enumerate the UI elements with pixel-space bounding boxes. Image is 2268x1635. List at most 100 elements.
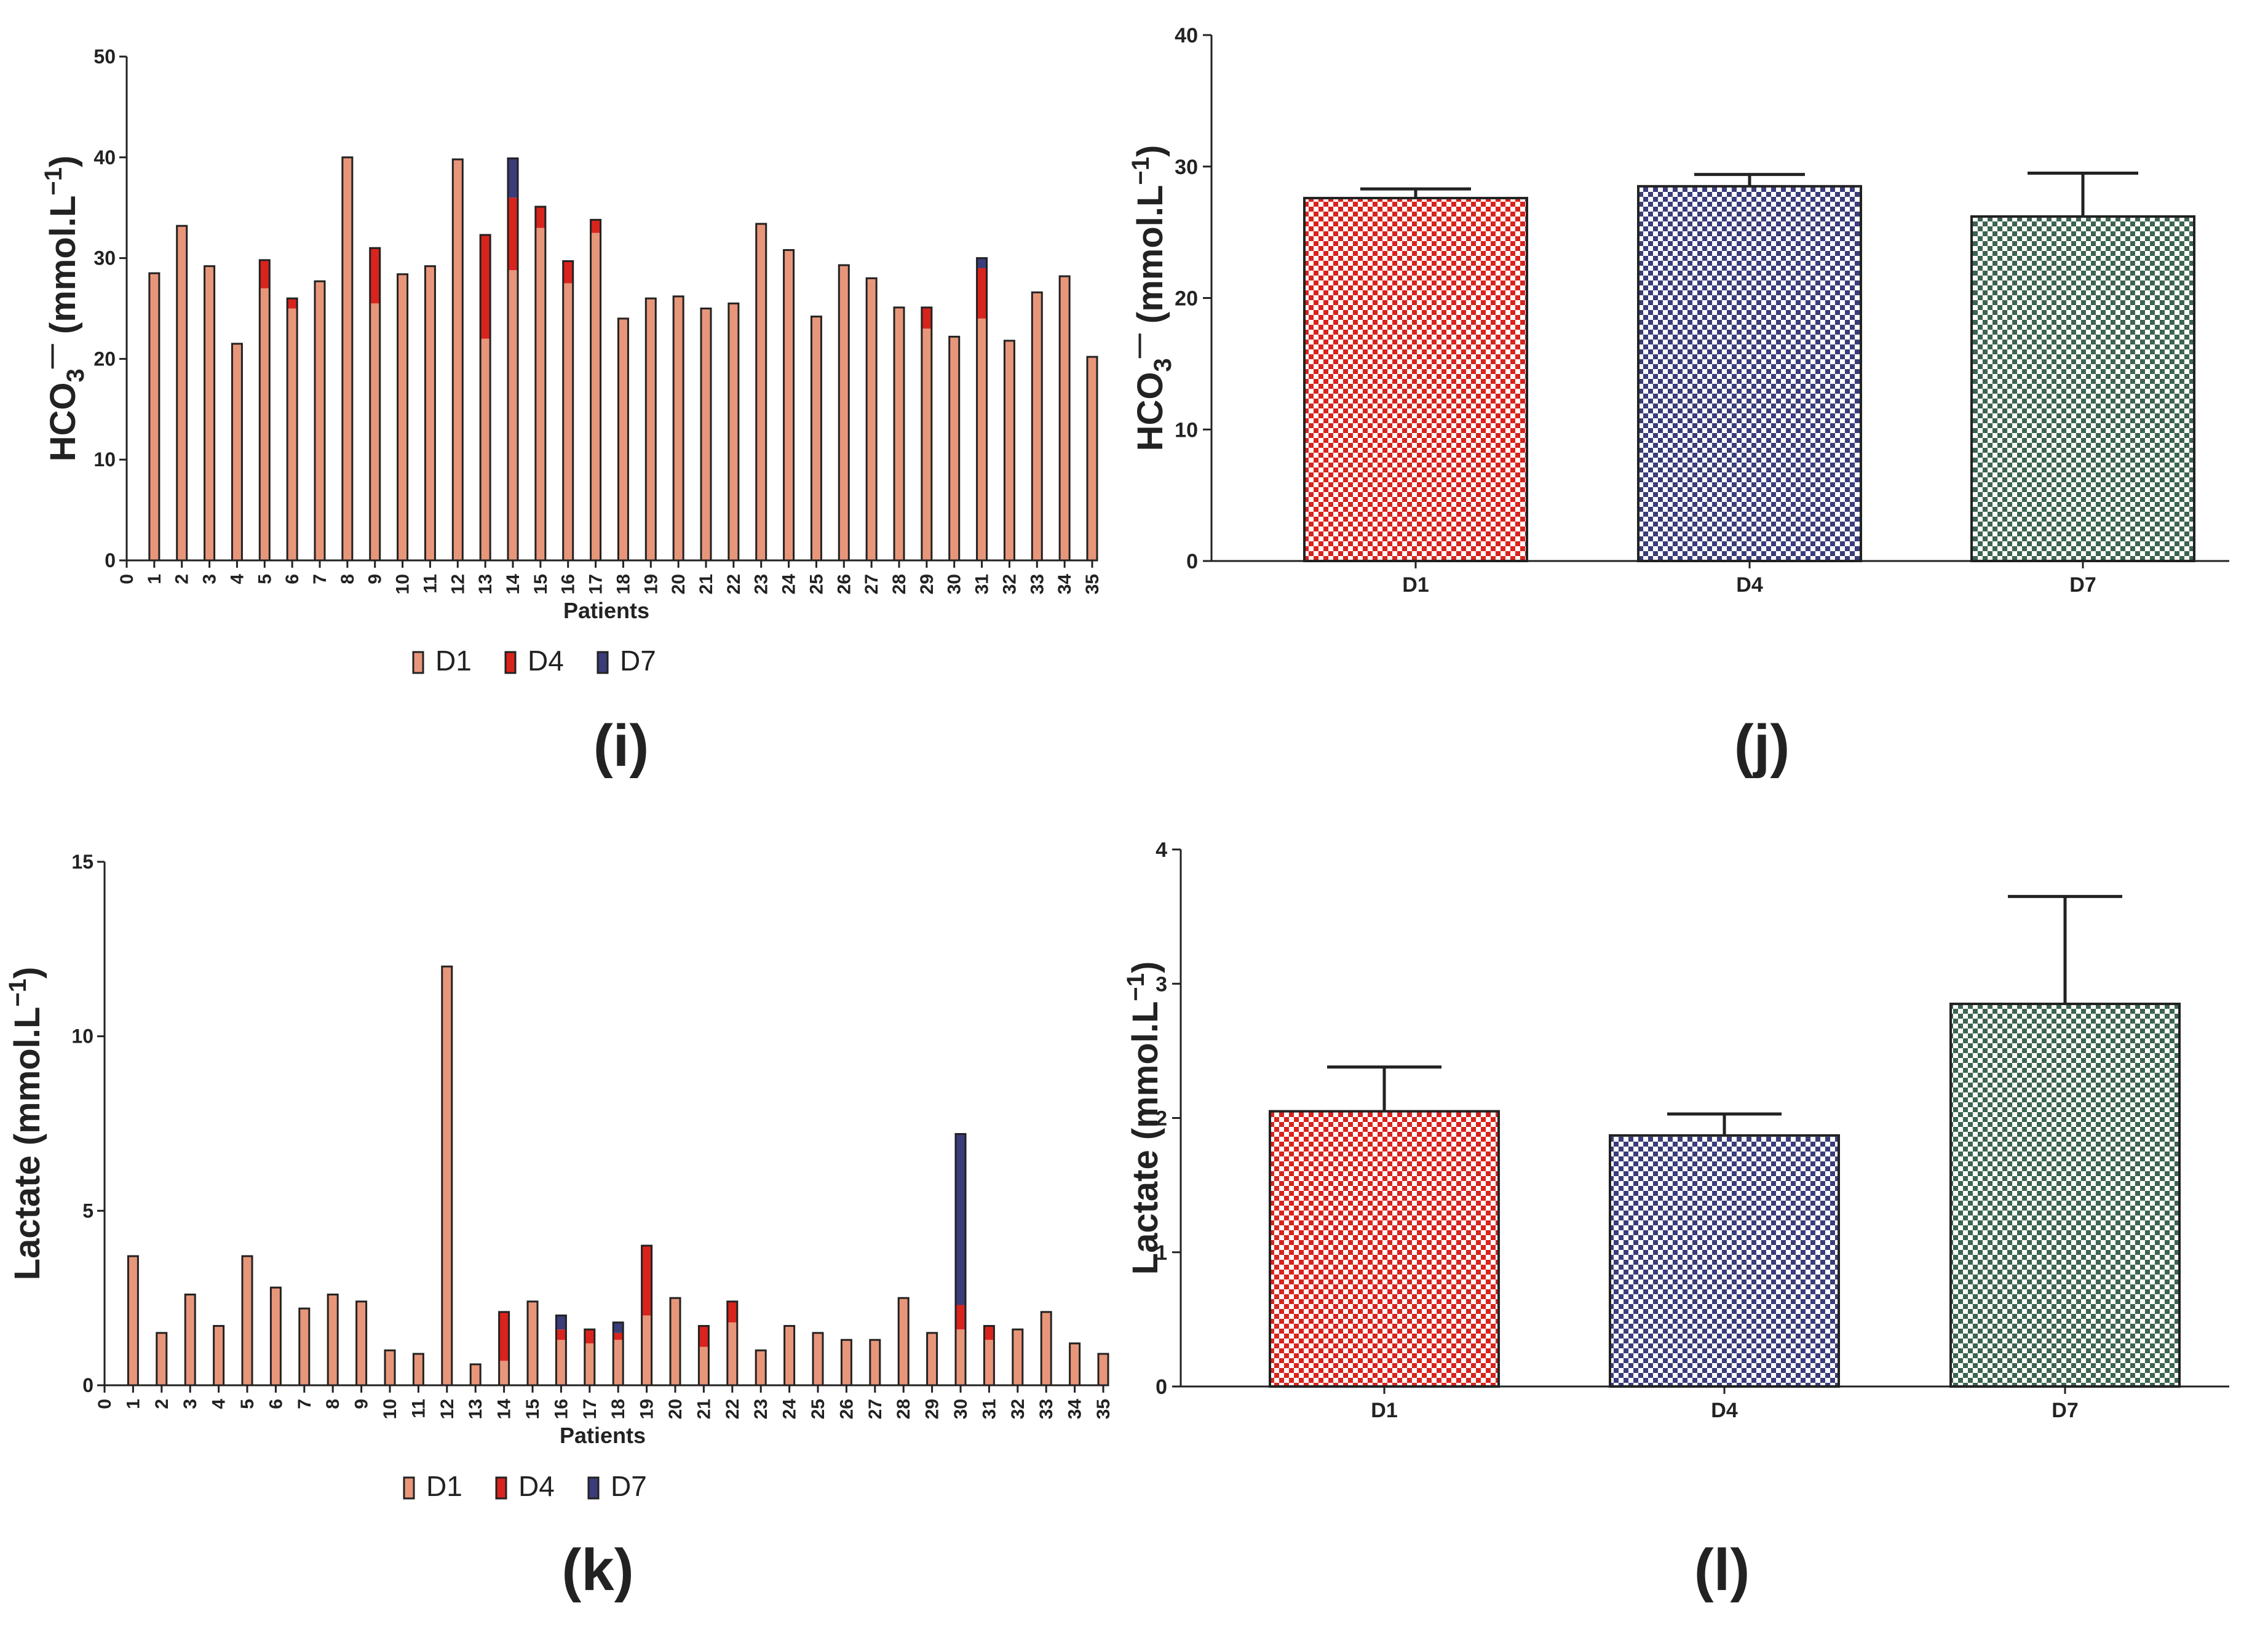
y-axis-title: HCO3— (mmol.L−1) xyxy=(38,156,89,462)
x-tick-label: 18 xyxy=(613,574,633,594)
x-tick-label-D7: D7 xyxy=(2052,1399,2078,1422)
x-tick-label: 26 xyxy=(836,1399,857,1419)
x-tick-label: 22 xyxy=(723,1399,743,1419)
bar-outline-patient-25 xyxy=(812,1332,824,1386)
panel-label: (i) xyxy=(593,713,649,779)
y-tick-label: 30 xyxy=(1175,156,1198,179)
bar-D1-patient-19 xyxy=(641,1315,652,1385)
bar-outline-patient-7 xyxy=(298,1307,311,1386)
bar-D1-patient-24 xyxy=(783,250,794,560)
x-tick-label: 27 xyxy=(865,1399,886,1419)
x-tick-label: 30 xyxy=(951,1399,971,1419)
bar-D1-patient-22 xyxy=(728,303,739,560)
bar-outline-patient-24 xyxy=(783,1325,796,1386)
x-tick-label: 9 xyxy=(352,1399,372,1409)
x-tick-label: 8 xyxy=(323,1399,343,1409)
bar-outline-patient-23 xyxy=(755,1349,767,1386)
x-tick-label: 34 xyxy=(1055,574,1075,595)
bar-D1-patient-1 xyxy=(128,1256,138,1385)
x-tick-label: 10 xyxy=(380,1399,400,1419)
bar-D1-patient-33 xyxy=(1041,1311,1052,1385)
bar-D1 xyxy=(1303,197,1528,562)
x-tick-label: 17 xyxy=(580,1399,600,1419)
bar-outline-patient-30 xyxy=(948,335,961,562)
legend-swatch-D1 xyxy=(403,1476,415,1500)
bar-outline-patient-22 xyxy=(728,302,740,562)
y-axis-title: Lactate (mmol.L−1) xyxy=(1122,961,1165,1275)
bar-outline-patient-11 xyxy=(412,1353,424,1386)
bar-D1-patient-27 xyxy=(866,278,877,560)
x-tick-label: 0 xyxy=(117,574,137,584)
x-tick-label: 32 xyxy=(999,574,1020,594)
bar-D1-patient-3 xyxy=(204,266,215,560)
bar-outline-patient-27 xyxy=(865,277,878,562)
x-tick-label: 33 xyxy=(1036,1399,1057,1419)
x-tick-label-D1: D1 xyxy=(1371,1399,1397,1422)
bar-outline-patient-26 xyxy=(838,264,850,562)
x-tick-label: 20 xyxy=(665,1399,686,1419)
bar-D1-patient-31 xyxy=(984,1340,994,1385)
bar-outline-patient-7 xyxy=(314,280,326,562)
x-tick-label-D7: D7 xyxy=(2069,573,2096,597)
x-tick-label: 31 xyxy=(979,1399,999,1419)
bar-D1-patient-18 xyxy=(618,318,628,560)
bar-D1-patient-16 xyxy=(563,283,573,560)
bar-D1-patient-11 xyxy=(413,1353,424,1385)
bar-outline-patient-32 xyxy=(1003,340,1015,562)
bar-D1-patient-29 xyxy=(927,1332,937,1385)
bar-D1-patient-28 xyxy=(898,1298,909,1385)
panel-label: (j) xyxy=(1734,713,1790,779)
y-tick-label: 40 xyxy=(93,146,116,169)
bar-outline-patient-35 xyxy=(1097,1353,1109,1386)
bar-D4-patient-17 xyxy=(584,1329,595,1343)
bar-outline-patient-26 xyxy=(840,1339,852,1386)
bar-D7 xyxy=(1949,1002,2181,1388)
bar-outline-patient-5 xyxy=(258,259,271,562)
x-tick-label: 32 xyxy=(1008,1399,1028,1419)
x-tick-label: 2 xyxy=(172,574,192,584)
x-tick-label: 5 xyxy=(237,1399,258,1409)
x-tick-label: 35 xyxy=(1093,1399,1114,1419)
bar-outline-patient-28 xyxy=(897,1297,910,1386)
bar-outline-patient-18 xyxy=(617,317,629,562)
x-tick-label: 13 xyxy=(466,1399,486,1419)
bar-D4-patient-16 xyxy=(563,261,573,284)
bar-outline-patient-20 xyxy=(672,295,684,562)
bar-D1-patient-21 xyxy=(699,1347,709,1385)
bar-D1-patient-13 xyxy=(480,338,491,560)
bar-D1-patient-27 xyxy=(870,1340,880,1385)
bar-D4-patient-22 xyxy=(727,1301,737,1323)
bar-outline-patient-11 xyxy=(424,265,436,562)
bar-D1-patient-17 xyxy=(590,233,601,560)
bar-outline-patient-9 xyxy=(355,1300,368,1386)
x-tick-label: 12 xyxy=(437,1399,458,1419)
x-tick-label: 24 xyxy=(779,574,799,595)
x-tick-label: 21 xyxy=(694,1399,714,1419)
bar-D1-patient-3 xyxy=(185,1294,196,1385)
x-tick-label: 33 xyxy=(1027,574,1047,594)
bar-outline-patient-34 xyxy=(1069,1342,1081,1386)
x-tick-label: 24 xyxy=(780,1399,800,1420)
legend-label-D7: D7 xyxy=(611,1470,647,1502)
bar-D1-patient-25 xyxy=(811,316,822,560)
x-tick-label: 0 xyxy=(95,1399,115,1409)
x-tick-label: 29 xyxy=(917,574,937,594)
bar-D1-patient-23 xyxy=(756,223,766,561)
bar-D1-patient-20 xyxy=(670,1298,680,1385)
bar-D1-patient-13 xyxy=(470,1364,481,1385)
bar-outline-patient-29 xyxy=(921,306,933,562)
x-tick-label: 11 xyxy=(408,1399,429,1418)
y-tick-label: 20 xyxy=(93,348,116,370)
bar-D1-patient-10 xyxy=(385,1350,395,1385)
bar-outline-patient-28 xyxy=(893,306,905,562)
bar-outline-patient-27 xyxy=(869,1339,881,1386)
bar-D1-patient-12 xyxy=(453,159,463,560)
bar-D4-patient-14 xyxy=(508,197,518,271)
bar-D1-patient-9 xyxy=(356,1301,367,1385)
y-tick-label: 30 xyxy=(93,247,116,269)
bar-D1-patient-4 xyxy=(213,1326,224,1385)
panel-label: (k) xyxy=(561,1537,633,1603)
bar-outline-patient-21 xyxy=(697,1325,710,1386)
